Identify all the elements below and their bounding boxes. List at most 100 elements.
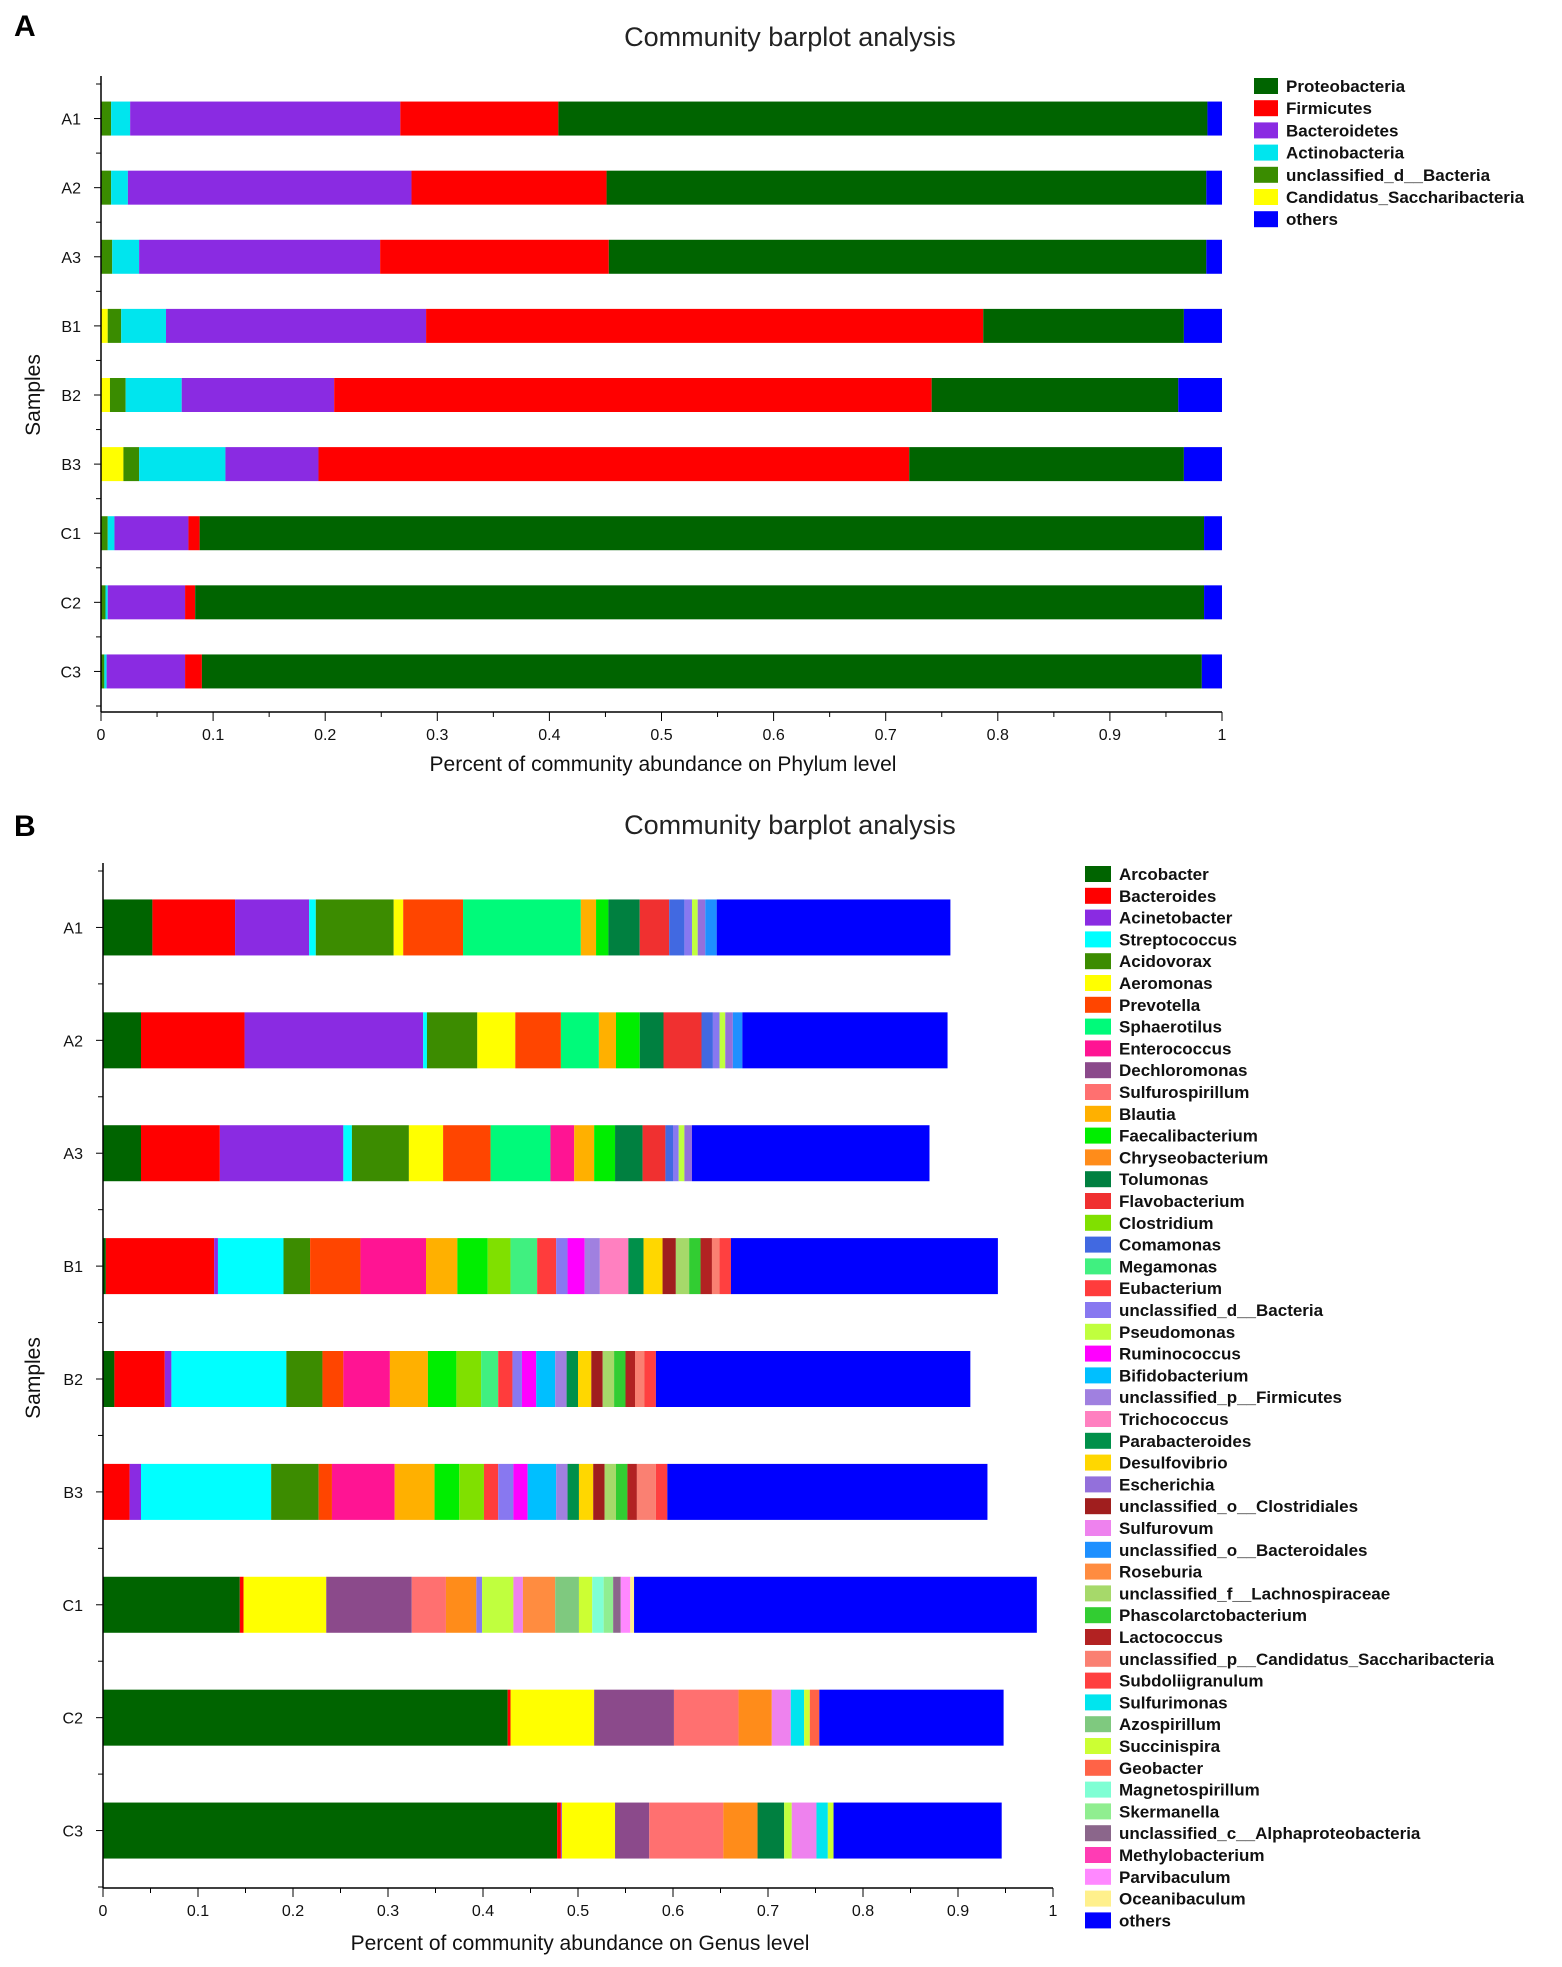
panel-b-legend-label-sulfurimonas: Sulfurimonas	[1119, 1693, 1228, 1712]
panel-b-bar-a2-arcobacter	[103, 1012, 141, 1069]
panel-b-bar-a2-faecalibacterium	[616, 1012, 640, 1069]
panel-a-legend-swatch-unclassified-d-bacteria	[1254, 166, 1278, 183]
panel-b-bar-c2-aeromonas	[510, 1689, 595, 1746]
panel-a-letter: A	[14, 10, 36, 43]
panel-b-legend-swatch-dechloromonas	[1085, 1062, 1111, 1079]
panel-b-xtick-label-6: 0.6	[662, 1903, 684, 1920]
panel-b-bar-b2-ruminococcus	[521, 1351, 537, 1407]
panel-b-legend-swatch-roseburia	[1085, 1563, 1111, 1580]
panel-b-legend-swatch-ruminococcus	[1085, 1345, 1111, 1362]
panel-b-bar-a3-enterococcus	[550, 1125, 575, 1182]
panel-b-bar-a3-arcobacter	[103, 1125, 141, 1182]
panel-a-sample-label-c2: C2	[61, 595, 82, 612]
panel-b-legend-label-skermanella: Skermanella	[1119, 1802, 1220, 1821]
panel-b-bar-a1-tolumonas	[608, 899, 640, 956]
panel-b-legend-label-succinispira: Succinispira	[1119, 1737, 1221, 1756]
panel-b-bar-b2-enterococcus	[343, 1351, 390, 1407]
panel-b-bar-b2-lactococcus	[625, 1351, 635, 1407]
panel-b-bar-b1-eubacterium	[537, 1238, 557, 1295]
panel-b-legend-label-tolumonas: Tolumonas	[1119, 1170, 1208, 1189]
panel-b-bar-a1-others	[716, 899, 951, 956]
panel-b-legend-swatch-arcobacter	[1085, 866, 1111, 882]
panel-a-legend-label-firmicutes: Firmicutes	[1286, 99, 1372, 118]
panel-b-legend-label-flavobacterium: Flavobacterium	[1119, 1192, 1245, 1211]
panel-a-bar-b1-bacteroidetes	[166, 308, 427, 343]
panel-b-bar-a3-pseudomonas	[678, 1125, 685, 1182]
panel-b-legend-swatch-acinetobacter	[1085, 909, 1111, 926]
panel-a-bar-c1-unclassified-d-bacteria	[101, 516, 108, 551]
panel-a-legend-swatch-candidatus-saccharibacteria	[1254, 189, 1278, 205]
panel-b-legend-swatch-chryseobacterium	[1085, 1149, 1111, 1166]
panel-b-legend-label-magnetospirillum: Magnetospirillum	[1119, 1781, 1260, 1800]
panel-b-bar-c1-sulfurovum	[513, 1576, 523, 1633]
panel-b-bar-b1-bacteroides	[105, 1238, 215, 1295]
panel-b-bar-c1-unclassified-d-bacteria	[476, 1576, 483, 1633]
panel-a-bar-c1-others	[1204, 516, 1222, 551]
panel-b-bar-a2-flavobacterium	[663, 1012, 702, 1069]
panel-b-bar-c2-geobacter	[809, 1689, 820, 1746]
panel-b-legend-swatch-unclassified-p-firmicutes	[1085, 1389, 1111, 1406]
panel-b-sample-label-a3: A3	[63, 1146, 83, 1163]
panel-b-bar-c3-pseudomonas	[784, 1802, 792, 1859]
panel-b-bar-a2-aeromonas	[477, 1012, 516, 1069]
panel-a-bar-c1-proteobacteria	[199, 516, 1205, 551]
panel-b-legend-swatch-bifidobacterium	[1085, 1367, 1111, 1384]
panel-a-bar-b2-actinobacteria	[125, 378, 182, 412]
panel-b-bar-b3-acinetobacter	[129, 1463, 141, 1520]
panel-b-bar-c3-chryseobacterium	[723, 1802, 758, 1859]
panel-b-xtick-label-1: 0.1	[187, 1903, 209, 1920]
panel-b-legend-swatch-pseudomonas	[1085, 1323, 1111, 1340]
panel-b-xlabel: Percent of community abundance on Genus …	[351, 1932, 810, 1955]
panel-b-bar-b2-unclassified-o-clostridiales	[591, 1351, 603, 1407]
panel-a-bar-a3-firmicutes	[380, 239, 609, 274]
panel-b-legend-label-arcobacter: Arcobacter	[1119, 865, 1209, 884]
panel-b-bar-c2-sulfurovum	[771, 1689, 791, 1746]
panel-b-bar-c1-sulfurospirillum	[411, 1576, 446, 1633]
panel-a-xtick-label-5: 0.5	[650, 727, 672, 744]
panel-b-legend-swatch-bacteroides	[1085, 887, 1111, 904]
panel-b-legend-label-megamonas: Megamonas	[1119, 1257, 1217, 1276]
panel-b-legend-label-chryseobacterium: Chryseobacterium	[1119, 1148, 1268, 1167]
panel-b-bar-c1-roseburia	[522, 1576, 556, 1633]
panel-b-legend-swatch-parvibaculum	[1085, 1868, 1111, 1885]
panel-b-bar-b1-unclassified-f-lachnospiraceae	[675, 1238, 690, 1295]
panel-b-bar-a3-escherichia	[684, 1125, 692, 1182]
panel-b-bar-a1-blautia	[580, 899, 597, 956]
panel-b-bar-b3-enterococcus	[331, 1463, 395, 1520]
panel-a-legend-swatch-actinobacteria	[1254, 144, 1278, 161]
panel-b-bar-a2-comamonas	[701, 1012, 713, 1069]
panel-b-bar-a2-sphaerotilus	[560, 1012, 599, 1069]
panel-b-legend-swatch-unclassified-c-alphaproteobacteria	[1085, 1825, 1111, 1842]
panel-b-bar-a1-unclassified-d-bacteria	[684, 899, 692, 956]
panel-a-ylabel: Samples	[22, 354, 45, 436]
panel-b-bar-b3-streptococcus	[141, 1463, 272, 1520]
panel-b-legend-label-bacteroides: Bacteroides	[1119, 887, 1216, 906]
panel-a-bar-a1-unclassified-d-bacteria	[101, 101, 112, 136]
panel-b-bar-b3-subdoliigranulum	[655, 1463, 668, 1520]
panel-a-xtick-label-4: 0.4	[538, 727, 560, 744]
panel-b-legend-label-comamonas: Comamonas	[1119, 1236, 1221, 1255]
panel-b-bar-a1-comamonas	[669, 899, 685, 956]
panel-b-bar-b1-trichococcus	[599, 1238, 629, 1295]
panel-b-legend-label-trichococcus: Trichococcus	[1119, 1410, 1229, 1429]
panel-b-bar-b1-subdoliigranulum	[719, 1238, 731, 1295]
panel-b-bar-b1-enterococcus	[360, 1238, 426, 1295]
panel-a-sample-label-b1: B1	[61, 319, 81, 336]
panel-b-bar-c1-succinispira	[578, 1576, 593, 1633]
panel-a-bar-a3-others	[1206, 239, 1222, 274]
panel-a-bar-c2-firmicutes	[185, 585, 196, 620]
panel-b-bar-b1-desulfovibrio	[643, 1238, 663, 1295]
panel-b-bar-b3-prevotella	[318, 1463, 332, 1520]
panel-a-bar-c3-others	[1201, 654, 1222, 689]
panel-a-sample-label-a2: A2	[61, 181, 81, 198]
panel-b-bar-b2-acidovorax	[286, 1351, 323, 1407]
panel-b-bar-a1-escherichia	[697, 899, 706, 956]
panel-b-bar-c3-sulfurovum	[791, 1802, 817, 1859]
panel-a-bar-b1-firmicutes	[426, 308, 984, 343]
panel-b-bar-b2-clostridium	[456, 1351, 482, 1407]
panel-b-legend-label-escherichia: Escherichia	[1119, 1475, 1215, 1494]
panel-b-legend-swatch-megamonas	[1085, 1258, 1111, 1275]
panel-a-bars	[101, 101, 1222, 689]
panel-a-xlabel: Percent of community abundance on Phylum…	[430, 753, 897, 776]
